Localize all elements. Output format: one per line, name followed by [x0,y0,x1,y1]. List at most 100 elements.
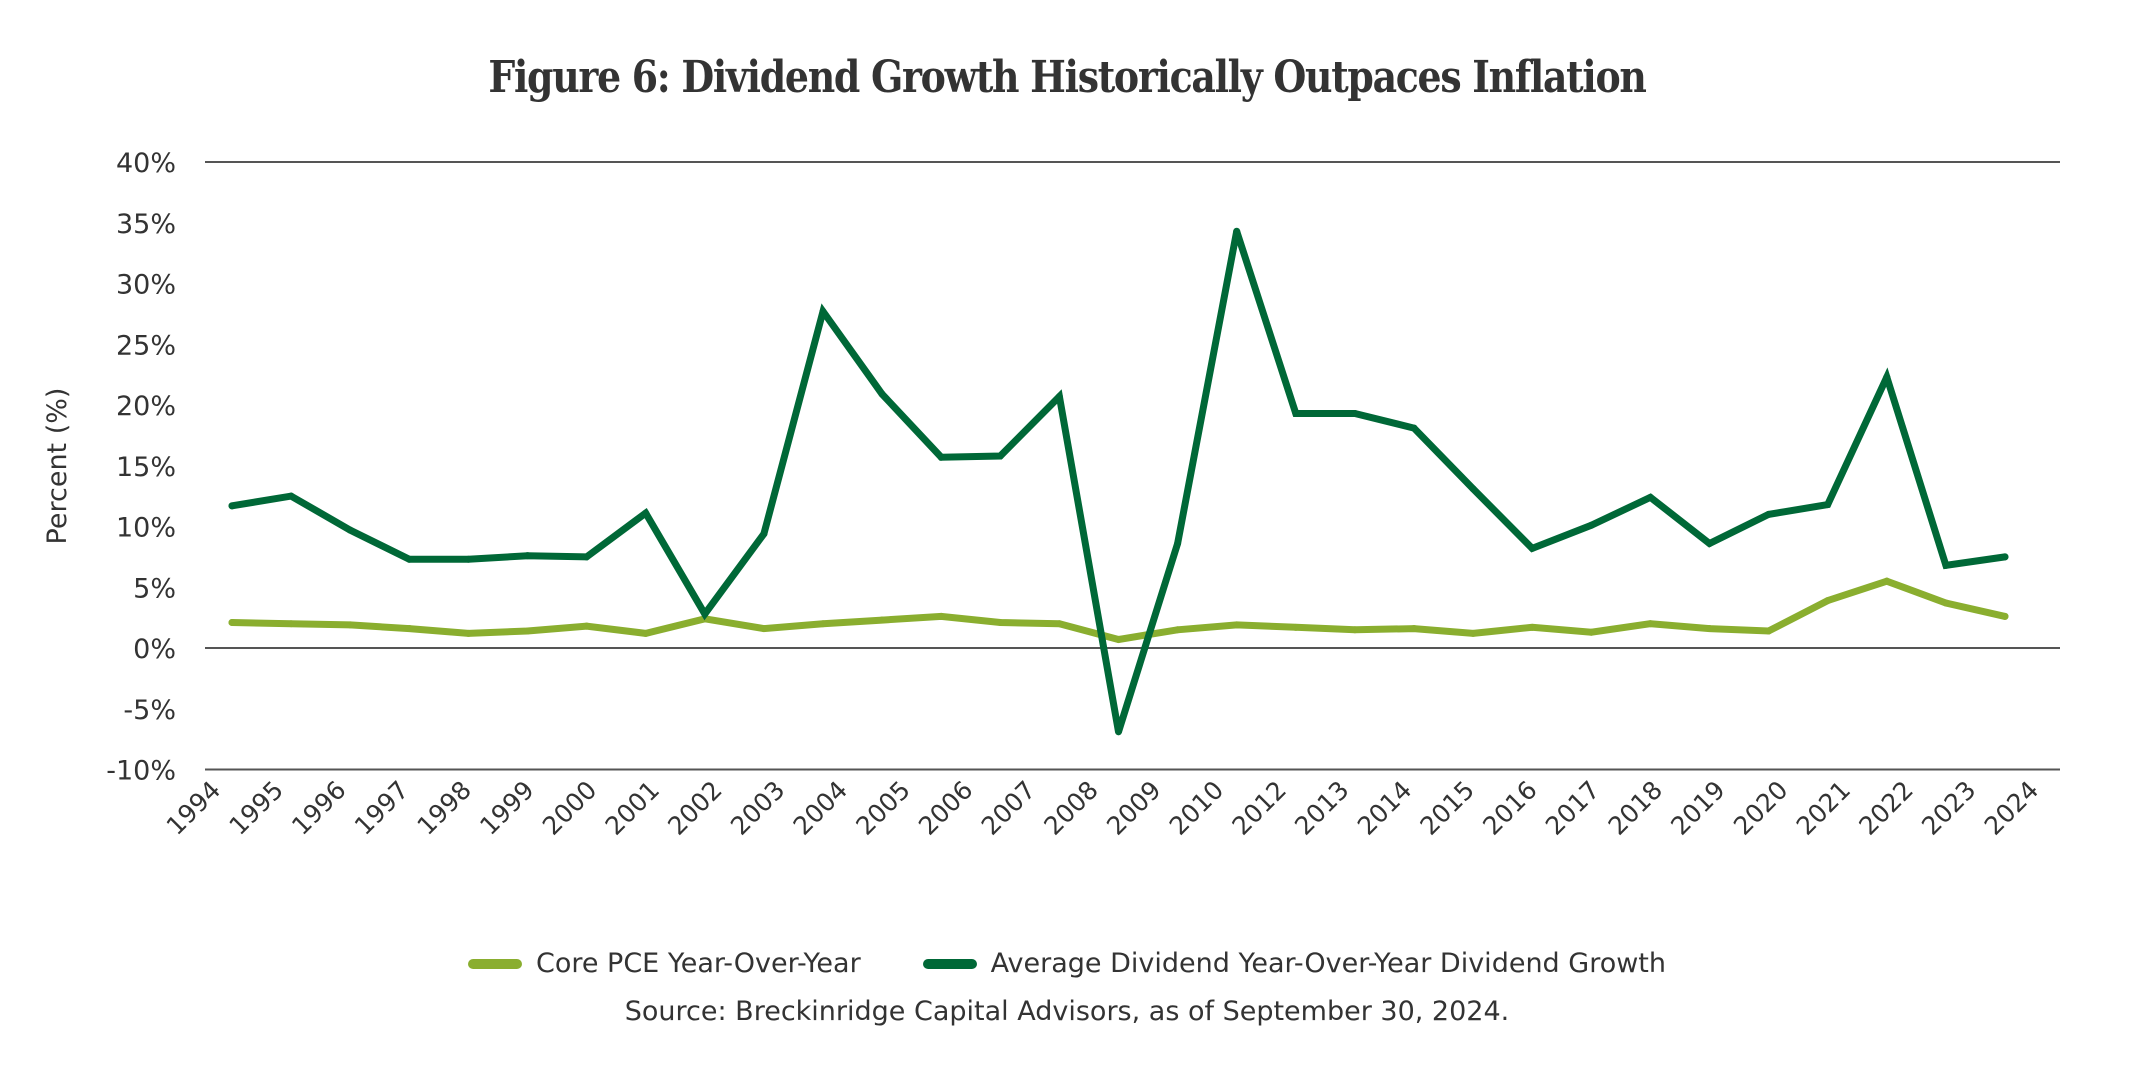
core-pce-point-2012 [1292,623,1300,631]
core-pce-point-2016 [1528,623,1536,631]
x-tick-label: 2000 [537,775,602,840]
y-axis-ticks: 40% 35% 30% 25% 20% 15% 10% 5% 0% -5% -10% [106,148,176,787]
chart-title: Figure 6: Dividend Growth Historically O… [488,52,1647,103]
dividend-growth-point-2002 [701,610,709,618]
dividend-growth-point-2018 [1646,493,1654,501]
x-tick-label: 1996 [286,775,351,840]
core-pce-point-2004 [819,620,827,628]
core-pce-point-2001 [642,629,650,637]
legend-item-dividend-growth: Average Dividend Year-Over-Year Dividend… [922,948,1667,979]
legend-label-core-pce: Core PCE Year-Over-Year [535,948,861,979]
dividend-growth-point-2024 [2001,553,2009,561]
core-pce-point-2013 [1351,626,1359,634]
x-tick-label: 2021 [1791,775,1856,840]
core-pce-point-2014 [1410,625,1418,633]
line-chart: 40% 35% 30% 25% 20% 15% 10% 5% 0% -5% -10% 1994199… [42,148,2060,841]
core-pce-point-2015 [1469,629,1477,637]
dividend-growth-point-2014 [1410,424,1418,432]
core-pce-point-2009 [1115,635,1122,643]
y-tick-label: 30% [116,270,176,301]
x-tick-label: 2013 [1289,775,1354,840]
x-tick-label: 1998 [412,775,477,840]
core-pce-point-2019 [1706,625,1713,633]
y-tick-label: -5% [123,695,176,726]
x-tick-label: 2024 [1979,775,2044,840]
dividend-growth-point-2008 [1055,392,1063,400]
core-pce-point-2023 [1942,599,1950,607]
core-pce-point-2005 [878,616,886,624]
core-pce-point-1998 [464,629,472,637]
core-pce-point-2018 [1646,620,1654,628]
x-tick-label: 2023 [1916,775,1981,840]
dividend-growth-point-2011 [1233,227,1241,235]
legend-label-dividend-growth: Average Dividend Year-Over-Year Dividend… [990,948,1667,979]
dividend-growth-point-2022 [1883,373,1891,381]
core-pce-point-2007 [996,618,1004,626]
x-tick-label: 2009 [1101,775,1166,840]
x-tick-label: 2016 [1477,775,1542,840]
dividend-growth-point-1994 [228,502,236,510]
x-tick-label: 2020 [1728,775,1793,840]
y-tick-label: 40% [116,148,176,179]
dividend-growth-point-1996 [346,526,354,534]
core-pce-point-1997 [405,625,413,633]
x-tick-label: 2007 [976,775,1041,840]
y-tick-label: 25% [116,330,176,361]
core-pce-point-2020 [1765,627,1773,635]
dividend-growth-point-2013 [1351,410,1359,418]
core-pce-point-2010 [1174,626,1182,634]
x-tick-label: 2014 [1352,775,1417,840]
core-pce-point-2000 [583,622,591,630]
core-pce-point-2006 [937,612,945,620]
x-tick-label: 2002 [662,775,727,840]
core-pce-point-1999 [524,627,531,635]
core-pce-point-1995 [287,620,295,628]
dividend-growth-point-2012 [1292,410,1300,418]
dividend-growth-point-2021 [1824,501,1832,509]
dividend-growth-point-2000 [583,553,591,561]
dividend-growth-point-2023 [1942,561,1950,569]
x-tick-label: 2005 [850,775,915,840]
y-tick-label: 35% [116,209,176,240]
dividend-growth-point-2019 [1706,540,1713,548]
core-pce-point-2022 [1883,577,1891,585]
dividend-growth-point-2003 [760,530,768,538]
series-line-dividend-growth [228,230,2009,733]
x-tick-label: 1997 [349,775,414,840]
x-tick-label: 2001 [600,775,665,840]
y-tick-label: 0% [133,634,176,665]
dividend-growth-point-1995 [287,492,295,500]
y-tick-label: 15% [116,452,176,483]
legend-swatch-dividend-growth [922,958,977,969]
x-tick-label: 2015 [1415,775,1480,840]
y-axis-label: Percent (%) [42,388,73,545]
core-pce-point-2003 [760,625,768,633]
x-tick-label: 2018 [1603,775,1668,840]
core-pce-point-1994 [228,618,236,626]
y-tick-label: 20% [116,391,176,422]
core-pce-point-2008 [1055,620,1063,628]
x-tick-label: 2006 [913,775,978,840]
dividend-growth-point-2004 [819,307,827,315]
x-tick-label: 2017 [1540,775,1605,840]
x-axis-ticks: 1994199519961997199819992000200120022003… [161,775,2044,840]
x-tick-label: 2012 [1226,775,1291,840]
core-pce-point-2021 [1824,597,1832,605]
core-pce-point-2024 [2001,612,2009,620]
legend-swatch-core-pce [467,958,522,969]
dividend-growth-point-2001 [642,509,650,517]
dividend-growth-point-1997 [405,555,413,563]
x-tick-label: 2019 [1665,775,1730,840]
dividend-growth-point-2020 [1765,510,1773,518]
x-tick-label: 2003 [725,775,790,840]
dividend-growth-point-2007 [996,452,1004,460]
source-note: Source: Breckinridge Capital Advisors, a… [624,996,1510,1027]
y-tick-label: 5% [133,573,176,604]
dividend-growth-point-2009 [1115,728,1122,736]
x-tick-label: 2008 [1038,775,1103,840]
core-pce-point-1996 [346,621,354,629]
dividend-growth-point-1999 [524,552,531,560]
gridlines [205,161,2060,771]
core-pce-point-2017 [1587,628,1595,636]
core-pce-point-2011 [1233,621,1241,629]
